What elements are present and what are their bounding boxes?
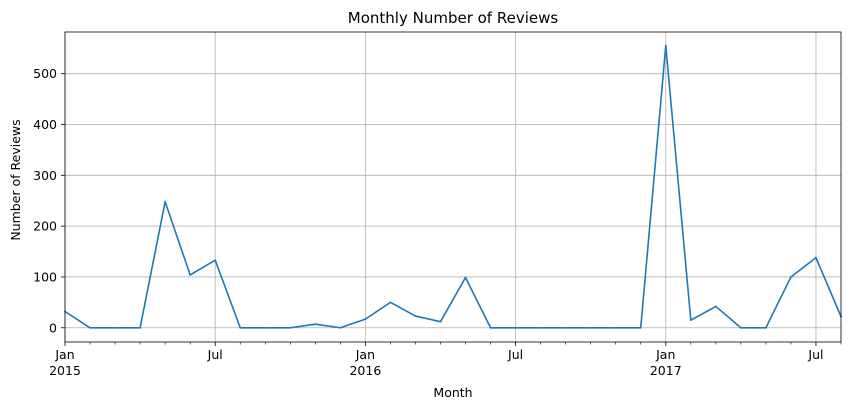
data-point	[639, 326, 642, 329]
series-layer	[64, 44, 842, 329]
y-tick-label: 500	[33, 66, 57, 81]
x-tick-label: Jul	[207, 347, 223, 362]
x-tick-year-label: 2015	[49, 363, 81, 378]
x-tick-label: Jul	[807, 347, 823, 362]
data-point	[815, 256, 817, 259]
y-tick-label: 200	[33, 219, 57, 234]
data-point	[264, 326, 267, 329]
data-point	[389, 301, 392, 304]
data-point	[114, 326, 116, 329]
data-point	[239, 326, 242, 329]
data-point	[439, 320, 442, 323]
data-point	[89, 326, 91, 329]
data-point	[714, 305, 717, 308]
data-point	[664, 44, 667, 47]
data-point	[689, 319, 692, 322]
data-point	[539, 326, 542, 329]
x-tick-year-label: 2017	[650, 363, 682, 378]
x-tick-label: Jan	[355, 347, 375, 362]
data-point	[765, 326, 767, 329]
data-point	[364, 318, 367, 321]
data-point	[339, 326, 342, 329]
data-point	[564, 326, 567, 329]
plot-frame	[64, 31, 842, 343]
series-line	[64, 44, 842, 329]
data-point	[739, 326, 742, 329]
x-tick-label: Jul	[507, 347, 523, 362]
data-point	[314, 323, 317, 326]
y-tick-label: 300	[33, 168, 57, 183]
x-tick-year-label: 2016	[349, 363, 381, 378]
y-axis-label: Number of Reviews	[8, 119, 23, 240]
data-point	[489, 326, 492, 329]
y-tick-label: 400	[33, 117, 57, 132]
data-point	[790, 276, 792, 278]
data-point	[139, 326, 141, 329]
y-tick-label: 100	[33, 269, 57, 284]
y-tick-label: 0	[49, 320, 57, 335]
data-point	[589, 326, 592, 329]
data-point	[189, 274, 192, 276]
chart-title: Monthly Number of Reviews	[348, 9, 559, 27]
data-point	[414, 315, 417, 317]
data-point	[514, 326, 517, 329]
data-point	[164, 200, 167, 203]
x-axis-label: Month	[433, 385, 472, 400]
data-point	[464, 276, 467, 279]
x-tick-label: Jan	[655, 347, 675, 362]
grid-lines	[64, 32, 841, 342]
data-point	[289, 326, 292, 329]
x-tick-label: Jan	[54, 347, 74, 362]
data-point	[214, 259, 217, 262]
data-point	[614, 326, 617, 329]
